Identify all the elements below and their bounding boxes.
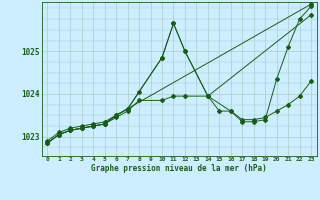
X-axis label: Graphe pression niveau de la mer (hPa): Graphe pression niveau de la mer (hPa) [91, 164, 267, 173]
